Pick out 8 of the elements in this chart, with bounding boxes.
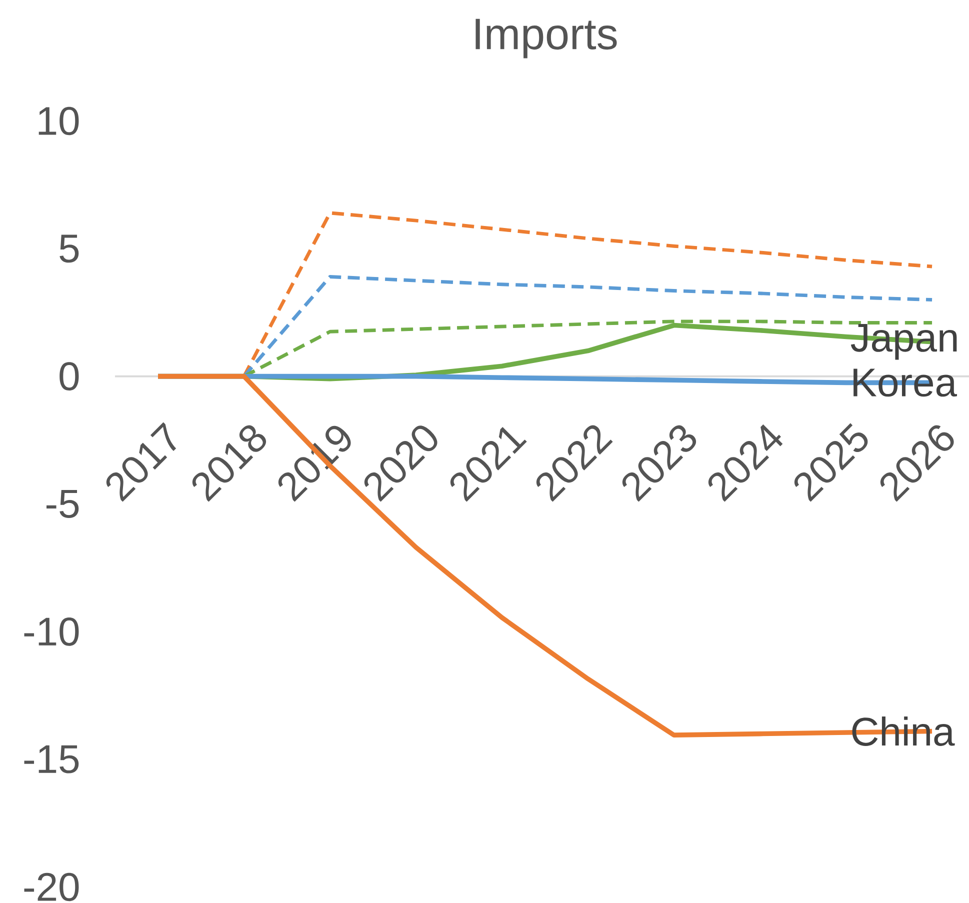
y-tick-label: -15 <box>24 745 79 774</box>
y-tick-label: 0 <box>60 362 79 390</box>
y-tick-label: 5 <box>60 234 79 263</box>
chart-title: Imports <box>476 18 617 58</box>
y-tick-label: -10 <box>24 617 79 646</box>
y-tick-label: 10 <box>38 106 79 136</box>
y-tick-label: -20 <box>24 872 79 902</box>
y-tick-label: -5 <box>46 490 79 518</box>
